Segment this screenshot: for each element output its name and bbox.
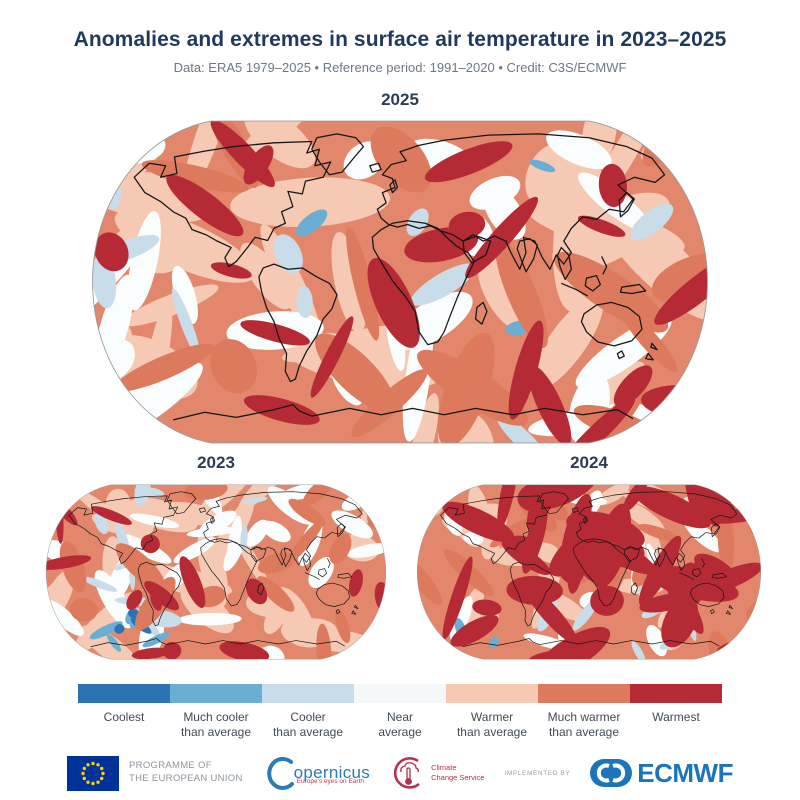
c3s-label: Climate Change Service xyxy=(431,763,485,782)
legend-swatch xyxy=(446,684,538,703)
copernicus-wordmark: opernicus xyxy=(293,763,371,782)
eu-flag-icon xyxy=(67,755,120,791)
legend-label: Warmest xyxy=(652,710,700,724)
legend-swatch xyxy=(630,684,722,703)
eu-programme-logo: PROGRAMME OF THE EUROPEAN UNION xyxy=(67,755,243,791)
legend-item-cooler: Cooler than average xyxy=(262,684,354,740)
legend-item-much-warmer: Much warmer than average xyxy=(538,684,630,740)
legend-item-warmer: Warmer than average xyxy=(446,684,538,740)
legend-label: Much cooler than average xyxy=(180,710,252,739)
world-map-2025 xyxy=(92,120,708,444)
logo-footer: PROGRAMME OF THE EUROPEAN UNION opernicu… xyxy=(0,750,800,796)
legend-swatch xyxy=(170,684,262,703)
legend-label: Near average xyxy=(378,710,422,739)
legend-label: Cooler than average xyxy=(272,710,344,739)
c3s-logo: Climate Change Service xyxy=(390,755,484,791)
page-title: Anomalies and extremes in surface air te… xyxy=(73,28,727,51)
world-map-2023 xyxy=(45,484,387,660)
legend-item-near-average: Near average xyxy=(354,684,446,740)
ecmwf-logo: ECMWF xyxy=(590,758,733,789)
copernicus-c-icon xyxy=(266,756,294,790)
ecmwf-wordmark: ECMWF xyxy=(637,757,733,788)
legend-label: Coolest xyxy=(103,710,145,724)
legend-item-much-cooler: Much cooler than average xyxy=(170,684,262,740)
map-year-label-2025: 2025 xyxy=(381,90,419,109)
copernicus-tagline: Europe's eyes on Earth xyxy=(296,778,365,785)
legend-label: Much warmer than average xyxy=(547,710,621,739)
eu-programme-label: PROGRAMME OF THE EUROPEAN UNION xyxy=(129,760,243,784)
c3s-thermometer-icon xyxy=(393,757,420,789)
legend-label: Warmer than average xyxy=(456,710,528,739)
map-year-label-2023: 2023 xyxy=(197,453,235,472)
copernicus-logo: opernicus Europe's eyes on Earth xyxy=(263,754,370,792)
world-map-2024 xyxy=(416,484,762,660)
legend-swatch xyxy=(354,684,446,703)
legend-swatch xyxy=(262,684,354,703)
legend-swatch xyxy=(538,684,630,703)
temperature-legend: Coolest Much cooler than average Cooler th… xyxy=(78,684,722,740)
page-subtitle: Data: ERA5 1979–2025 • Reference period:… xyxy=(173,60,627,75)
map-year-label-2024: 2024 xyxy=(570,453,608,472)
legend-item-warmest: Warmest xyxy=(630,684,722,740)
legend-swatch xyxy=(78,684,170,703)
implemented-by-label: IMPLEMENTED BY xyxy=(504,769,571,777)
ecmwf-icon xyxy=(590,759,633,787)
legend-item-coolest: Coolest xyxy=(78,684,170,740)
header: Anomalies and extremes in surface air te… xyxy=(0,28,800,75)
